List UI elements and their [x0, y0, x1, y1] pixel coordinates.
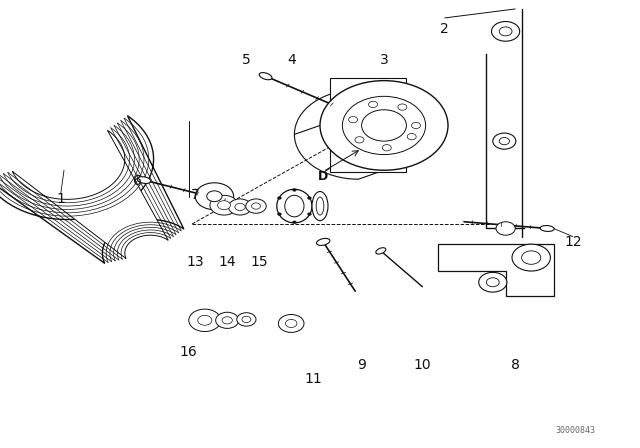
Text: 13: 13 — [186, 255, 204, 269]
Circle shape — [499, 138, 509, 145]
Circle shape — [242, 316, 251, 323]
Circle shape — [216, 312, 239, 328]
Circle shape — [210, 195, 238, 215]
Ellipse shape — [376, 248, 386, 254]
Text: D: D — [318, 170, 328, 184]
Circle shape — [522, 251, 541, 264]
Circle shape — [412, 122, 420, 129]
Circle shape — [252, 203, 260, 209]
Text: 12: 12 — [564, 235, 582, 249]
Ellipse shape — [316, 197, 324, 215]
Circle shape — [218, 201, 230, 210]
Circle shape — [320, 81, 448, 170]
Ellipse shape — [540, 225, 554, 232]
Circle shape — [198, 315, 212, 325]
Circle shape — [228, 199, 252, 215]
Polygon shape — [0, 116, 184, 263]
Text: 14: 14 — [218, 255, 236, 269]
Circle shape — [292, 221, 296, 224]
Circle shape — [398, 104, 407, 110]
Text: 9: 9 — [357, 358, 366, 372]
Circle shape — [278, 213, 282, 215]
Bar — [330, 78, 406, 172]
Text: 30000843: 30000843 — [556, 426, 595, 435]
Circle shape — [492, 22, 520, 41]
Text: 1: 1 — [56, 192, 65, 207]
Circle shape — [292, 189, 296, 191]
Circle shape — [307, 197, 311, 199]
Circle shape — [499, 27, 512, 36]
Ellipse shape — [277, 189, 312, 223]
Text: 10: 10 — [413, 358, 431, 372]
Text: 7: 7 — [191, 188, 200, 202]
Circle shape — [355, 137, 364, 143]
Text: 8: 8 — [511, 358, 520, 372]
Text: 6: 6 — [133, 174, 142, 189]
Circle shape — [342, 96, 426, 155]
Circle shape — [382, 145, 391, 151]
Circle shape — [222, 317, 232, 324]
Text: 15: 15 — [250, 255, 268, 269]
Circle shape — [207, 191, 222, 202]
Circle shape — [246, 199, 266, 213]
Text: 2: 2 — [440, 22, 449, 36]
Circle shape — [512, 244, 550, 271]
Circle shape — [278, 314, 304, 332]
Ellipse shape — [285, 195, 304, 217]
Ellipse shape — [317, 238, 330, 246]
Circle shape — [407, 134, 416, 140]
Circle shape — [362, 110, 406, 141]
Ellipse shape — [137, 177, 151, 184]
Circle shape — [235, 203, 245, 211]
Circle shape — [369, 101, 378, 108]
Circle shape — [278, 197, 282, 199]
Circle shape — [349, 116, 358, 123]
Circle shape — [486, 278, 499, 287]
Polygon shape — [12, 130, 168, 258]
Text: 3: 3 — [380, 53, 388, 68]
Circle shape — [195, 183, 234, 210]
Circle shape — [479, 272, 507, 292]
Circle shape — [307, 213, 311, 215]
Circle shape — [237, 313, 256, 326]
Ellipse shape — [312, 192, 328, 221]
Polygon shape — [438, 244, 554, 296]
Text: 5: 5 — [242, 53, 251, 68]
Circle shape — [493, 133, 516, 149]
Circle shape — [496, 222, 515, 235]
Text: 16: 16 — [180, 345, 198, 359]
Ellipse shape — [259, 73, 272, 80]
Text: 11: 11 — [305, 371, 323, 386]
Circle shape — [189, 309, 221, 332]
Circle shape — [285, 319, 297, 327]
Text: 4: 4 — [287, 53, 296, 68]
